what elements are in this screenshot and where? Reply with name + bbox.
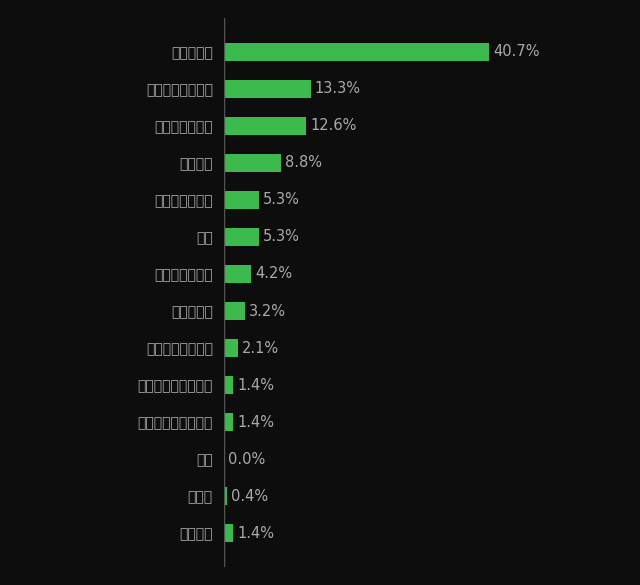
Bar (224, 116, 306, 135)
Text: 1.4%: 1.4% (237, 415, 274, 429)
Bar (224, 43, 490, 61)
Text: 13.3%: 13.3% (315, 81, 361, 97)
Bar (224, 524, 233, 542)
Text: 12.6%: 12.6% (310, 118, 356, 133)
Text: 0.0%: 0.0% (228, 452, 265, 467)
Bar (224, 339, 237, 357)
Bar (224, 302, 245, 320)
Bar (224, 191, 259, 209)
Text: 5.3%: 5.3% (262, 229, 300, 245)
Text: 3.2%: 3.2% (249, 304, 286, 318)
Text: 1.4%: 1.4% (237, 526, 274, 541)
Text: 2.1%: 2.1% (242, 340, 279, 356)
Bar (224, 413, 233, 431)
Bar (224, 376, 233, 394)
Text: 4.2%: 4.2% (255, 267, 292, 281)
Bar (224, 265, 252, 283)
Text: 5.3%: 5.3% (262, 192, 300, 208)
Bar (224, 487, 227, 505)
Text: 40.7%: 40.7% (493, 44, 540, 59)
Bar (224, 228, 259, 246)
Text: 1.4%: 1.4% (237, 377, 274, 393)
Bar (224, 154, 282, 172)
Bar (224, 80, 311, 98)
Text: 0.4%: 0.4% (230, 488, 268, 504)
Text: 8.8%: 8.8% (285, 156, 323, 170)
